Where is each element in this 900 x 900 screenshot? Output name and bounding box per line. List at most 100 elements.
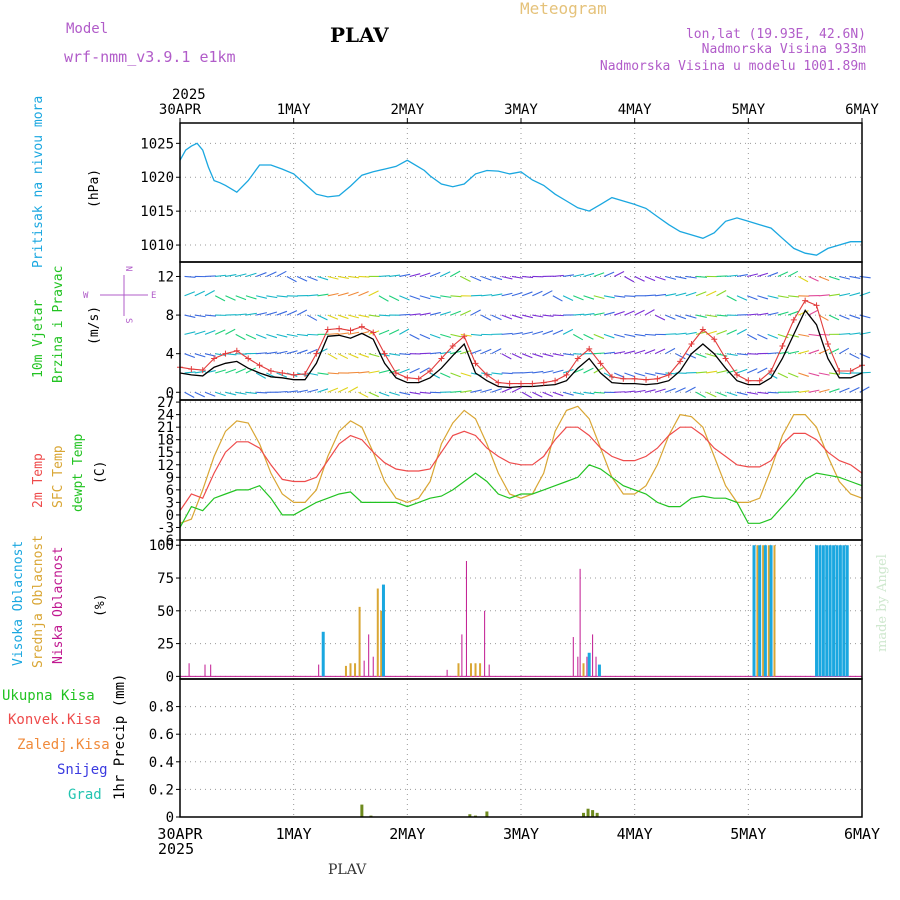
gust-marker — [699, 326, 706, 333]
gust-marker — [756, 377, 763, 384]
y-tick-label: 12 — [157, 269, 174, 285]
bottom-tick-label: 3MAY — [503, 825, 539, 843]
wind-unit: (m/s) — [87, 306, 102, 345]
wind-arrow — [276, 310, 288, 316]
wind-arrow — [419, 391, 431, 394]
wind-arrow — [317, 293, 329, 297]
cloud-bar — [758, 545, 762, 677]
wind-arrow — [552, 369, 564, 374]
wind-arrow — [184, 391, 195, 398]
wind-arrow — [470, 349, 482, 355]
gust-marker — [415, 375, 422, 382]
cloud-bar — [572, 637, 574, 677]
wind-arrow — [562, 328, 574, 335]
cloud-bar — [479, 663, 482, 677]
wind-arrow — [706, 353, 717, 358]
precip-unit: 1hr Precip (mm) — [112, 674, 128, 800]
precip-panel: 0 0.2 0.4 0.6 0.8 — [149, 700, 599, 826]
wind-arrow — [736, 353, 748, 356]
wind-arrow — [419, 333, 431, 340]
station-title: PLAV — [330, 23, 389, 47]
wind-arrow — [245, 367, 256, 374]
wind-arrow — [296, 389, 308, 393]
cloud-bar — [321, 631, 325, 677]
wind-arrow — [378, 275, 390, 278]
y-tick-label: 4 — [166, 347, 174, 363]
wind-arrow — [787, 270, 799, 277]
gust-marker — [631, 375, 638, 382]
wind-arrow — [706, 290, 717, 297]
wind-arrow — [184, 275, 196, 278]
wind-arrow — [736, 391, 748, 396]
wind-arrow — [695, 371, 708, 374]
bottom-year: 2025 — [158, 840, 194, 858]
wind-arrow — [583, 333, 594, 340]
wind-arrow — [440, 351, 452, 355]
cloud-bar — [368, 634, 370, 677]
wind-arrow — [613, 271, 625, 277]
wind-arrow — [389, 353, 401, 356]
gust-marker — [347, 327, 354, 334]
wind-arrow — [389, 274, 401, 278]
wind-arrow — [583, 391, 595, 395]
temp-label-2: SFC Temp — [51, 445, 66, 508]
wind-arrow — [808, 275, 819, 282]
wind-arrow — [327, 314, 339, 320]
wind-arrow — [593, 295, 605, 300]
temp-label-3: dewpt Temp — [71, 434, 86, 512]
wind-arrow — [624, 372, 635, 378]
wind-arrow — [583, 272, 595, 278]
wind-arrow — [747, 391, 759, 395]
wind-arrow — [603, 351, 615, 355]
wind-arrow — [706, 370, 718, 374]
wind-arrow — [665, 387, 676, 393]
wind-arrow — [624, 295, 636, 298]
wind-arrow — [184, 291, 195, 297]
cloud-bar — [597, 664, 601, 677]
y-tick-label: 0.2 — [149, 782, 174, 798]
y-tick-label: 1015 — [140, 204, 174, 220]
wind-arrow — [184, 353, 196, 359]
gust-marker — [733, 371, 740, 378]
wind-arrow — [828, 293, 840, 297]
wind-arrow — [511, 292, 523, 297]
wind-arrow — [675, 275, 687, 280]
gust-marker — [529, 380, 536, 387]
wind-arrow — [388, 329, 400, 335]
top-tick-label: 30APR — [159, 102, 202, 118]
wind-arrow — [665, 372, 677, 375]
wind-arrow — [348, 314, 360, 319]
wind-arrow — [716, 329, 727, 335]
precip-bar — [591, 810, 595, 817]
cloud-bar — [488, 664, 490, 677]
wind-arrow — [460, 333, 472, 337]
wind-arrow — [481, 275, 492, 281]
wind-arrow — [521, 353, 533, 359]
wind-arrow — [757, 391, 769, 395]
wind-arrow — [798, 350, 810, 355]
wind-arrow — [552, 391, 564, 397]
wind-arrow — [184, 314, 196, 318]
cloud-bar — [372, 656, 374, 677]
wind-arrow — [399, 391, 411, 396]
gust-marker — [267, 368, 274, 375]
cloud-bar — [465, 560, 467, 677]
precip-bar — [360, 804, 364, 817]
wind-arrow — [358, 353, 370, 358]
wind-arrow — [378, 369, 390, 374]
top-tick-label: 1MAY — [277, 102, 311, 118]
bottom-time-ticks: 30APR 1MAY 2MAY 3MAY 4MAY 5MAY 6MAY — [157, 825, 880, 843]
wind-arrow — [532, 290, 543, 297]
cloud-bar — [354, 663, 357, 677]
wind-arrow — [460, 372, 472, 377]
wind-arrow — [409, 273, 421, 278]
wind-arrow — [256, 391, 268, 394]
wind-arrow — [655, 293, 667, 297]
cloud-label-high: Visoka Oblacnost — [11, 541, 26, 666]
wind-arrow — [624, 350, 636, 355]
wind-arrow — [777, 351, 789, 355]
wind-arrow — [409, 313, 421, 316]
y-tick-label: 8 — [166, 308, 174, 324]
wind-arrow — [583, 313, 595, 316]
top-tick-label: 5MAY — [731, 102, 765, 118]
